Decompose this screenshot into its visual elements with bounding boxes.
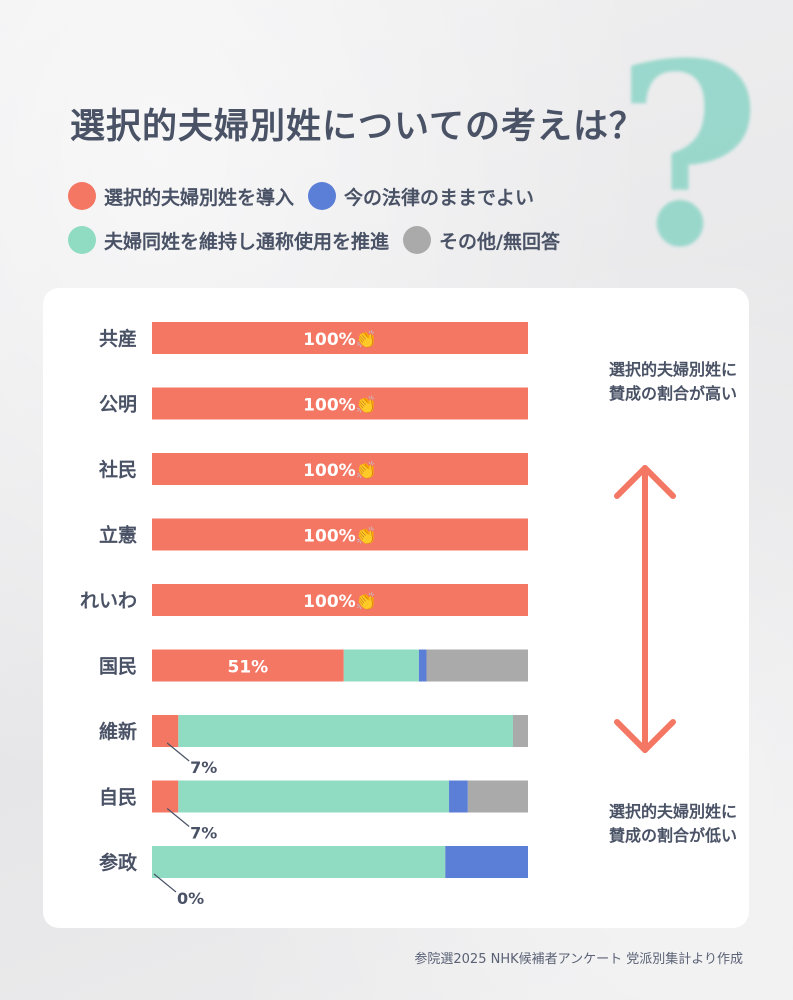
category-label-jimin: 自民: [99, 786, 137, 809]
bar-jimin-other: [467, 780, 528, 813]
note-high: 選択的夫婦別姓に 賛成の割合が高い: [609, 358, 779, 406]
leader-line-ishin: [166, 742, 190, 762]
note-high-line1: 選択的夫婦別姓に: [609, 360, 738, 379]
arrow-head-down-icon: [614, 719, 676, 753]
legend-label-common-name: 夫婦同姓を維持し通称使用を推進: [104, 230, 390, 253]
bar-sansei-common-name: [152, 846, 446, 878]
bar-kokumin-introduce: [152, 649, 344, 682]
data-label-kyosan: 100%👏: [303, 329, 377, 350]
category-label-shamin: 社民: [98, 458, 137, 481]
note-high-line2: 賛成の割合が高い: [609, 384, 738, 403]
legend-swatch-common-name: [68, 226, 96, 254]
data-label-komei: 100%👏: [303, 395, 377, 416]
bar-jimin-common-name: [178, 780, 450, 813]
arrow-head-up-icon: [614, 465, 676, 499]
leader-line-sansei: [153, 873, 177, 893]
category-label-rikken: 立憲: [99, 524, 137, 547]
legend-item-keep-law: 今の法律のままでよい: [308, 182, 534, 210]
category-label-reiwa: れいわ: [80, 590, 137, 612]
bar-kokumin-other: [426, 649, 528, 682]
leader-line-jimin: [166, 808, 190, 827]
legend-label-other: その他/無回答: [439, 230, 560, 253]
data-label-kokumin: 51%: [228, 658, 269, 678]
chart-card: 共産 100%👏 公明 100%👏 社民 100%👏 立憲 100%👏 れいわ 100%👏 国民 51…: [43, 288, 749, 928]
category-label-komei: 公明: [99, 394, 137, 416]
note-low: 選択的夫婦別姓に 賛成の割合が低い: [609, 800, 779, 848]
bar-kyosan-introduce: [152, 322, 528, 354]
stacked-bar-chart: 共産 100%👏 公明 100%👏 社民 100%👏 立憲 100%👏 れいわ 100%👏 国民 51…: [80, 322, 676, 908]
data-label-rikken: 100%👏: [303, 526, 377, 547]
category-label-kyosan: 共産: [99, 327, 137, 350]
question-mark-decoration: ?: [615, 8, 762, 302]
bar-rikken-introduce: [152, 518, 528, 551]
note-low-line1: 選択的夫婦別姓に: [609, 802, 738, 821]
data-label-sansei: 0%: [177, 889, 204, 908]
bar-kokumin-keep-law: [418, 649, 427, 682]
data-label-ishin: 7%: [190, 758, 217, 777]
legend: 選択的夫婦別姓を導入 今の法律のままでよい 夫婦同姓を維持し通称使用を推進 その…: [68, 176, 728, 264]
bar-shamin-introduce: [152, 453, 528, 485]
page-title: 選択的夫婦別姓についての考えは？: [70, 107, 645, 147]
data-label-jimin: 7%: [190, 824, 217, 843]
legend-swatch-introduce: [68, 182, 96, 210]
bar-jimin-introduce: [152, 780, 179, 813]
data-label-shamin: 100%👏: [303, 460, 377, 481]
legend-label-keep-law: 今の法律のままでよい: [344, 186, 535, 209]
bar-ishin-common-name: [178, 715, 513, 747]
data-label-reiwa: 100%👏: [303, 591, 377, 612]
legend-item-other: その他/無回答: [403, 226, 560, 254]
category-label-kokumin: 国民: [99, 656, 137, 678]
bar-reiwa-introduce: [152, 584, 528, 616]
bar-ishin-introduce: [152, 715, 179, 747]
bar-kokumin-common-name: [343, 649, 419, 682]
source-footer: 参院選2025 NHK候補者アンケート 党派別集計より作成: [414, 952, 743, 967]
legend-swatch-keep-law: [308, 182, 337, 210]
category-label-sansei: 参政: [99, 851, 138, 874]
legend-item-common-name: 夫婦同姓を維持し通称使用を推進: [68, 226, 389, 254]
category-label-ishin: 維新: [99, 720, 137, 743]
bar-ishin-other: [512, 715, 528, 747]
note-low-line2: 賛成の割合が低い: [609, 826, 738, 845]
legend-swatch-other: [403, 226, 432, 254]
legend-item-introduce: 選択的夫婦別姓を導入: [68, 182, 294, 210]
bar-jimin-keep-law: [449, 780, 468, 813]
bar-komei-introduce: [152, 387, 528, 420]
legend-label-introduce: 選択的夫婦別姓を導入: [104, 186, 295, 209]
bar-sansei-keep-law: [445, 846, 528, 878]
